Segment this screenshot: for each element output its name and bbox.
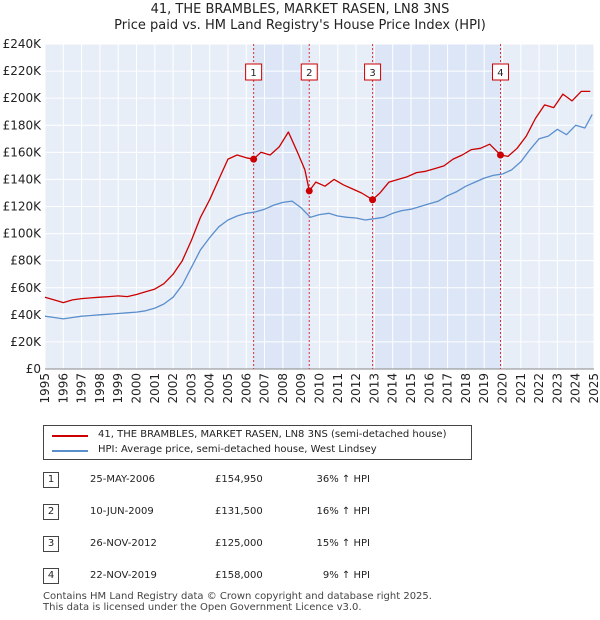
x-tick-label: 2010 [313,373,327,404]
footer: Contains HM Land Registry data © Crown c… [43,591,432,613]
sale-hpi-diff: 15% ↑ HPI [316,538,370,549]
sale-row: 1 25-MAY-2006 £154,950 36% ↑ HPI [0,470,600,490]
x-tick-label: 2000 [130,373,144,404]
x-tick-label: 1995 [38,373,52,404]
sale-date: 26-NOV-2012 [90,538,157,549]
y-tick-label: £100K [3,227,43,241]
sale-point [369,196,377,204]
sale-flag-label: 3 [369,68,375,79]
sale-point [305,187,313,195]
x-tick-label: 1998 [93,373,107,404]
y-tick-label: £220K [3,64,43,78]
hpi-line [44,114,593,320]
x-tick-label: 2015 [404,373,418,404]
x-tick-label: 2007 [258,373,272,404]
footer-copyright: Contains HM Land Registry data © Crown c… [43,591,432,602]
x-tick-label: 2009 [294,373,308,404]
sale-point [250,155,258,163]
y-tick-label: £120K [3,200,43,214]
sale-hpi-diff: 16% ↑ HPI [316,506,370,517]
sale-flag-label: 2 [306,68,312,79]
x-tick-label: 2024 [569,373,583,404]
y-tick-label: £140K [3,172,43,186]
sale-point [496,151,504,159]
sale-price: £131,500 [215,506,263,517]
x-tick-label: 2008 [276,373,290,404]
sale-flag: 2 [300,63,318,81]
sale-price: £125,000 [215,538,263,549]
sale-flag-box [300,63,318,81]
x-tick-label: 2023 [550,373,564,404]
x-tick-label: 2006 [239,373,253,404]
chart-title: 41, THE BRAMBLES, MARKET RASEN, LN8 3NS [150,2,450,17]
x-tick-label: 2002 [166,373,180,404]
y-tick-label: £0 [26,362,41,376]
y-tick-label: £160K [3,145,43,159]
y-tick-label: £40K [10,308,42,322]
y-tick-label: £80K [10,254,42,268]
x-tick-label: 1997 [75,373,89,404]
sale-row: 2 10-JUN-2009 £131,500 16% ↑ HPI [0,502,600,522]
x-tick-label: 2012 [349,373,363,404]
legend-swatch-property [52,435,88,437]
x-tick-label: 2003 [184,373,198,404]
sale-flag: 1 [245,63,263,81]
sale-flag-box [245,63,263,81]
y-tick-label: £240K [3,37,43,51]
sale-date: 10-JUN-2009 [90,506,154,517]
sale-flag-label: 1 [250,68,256,79]
sale-row: 3 26-NOV-2012 £125,000 15% ↑ HPI [0,534,600,554]
legend-label-property: 41, THE BRAMBLES, MARKET RASEN, LN8 3NS … [98,429,447,440]
sale-price: £158,000 [215,570,263,581]
x-tick-label: 2014 [386,373,400,404]
sale-row: 4 22-NOV-2019 £158,000 9% ↑ HPI [0,566,600,586]
y-tick-label: £200K [3,91,43,105]
sale-hpi-diff: 36% ↑ HPI [316,474,370,485]
sale-number-badge: 2 [43,504,59,520]
x-tick-label: 1996 [56,373,70,404]
x-tick-label: 2001 [148,373,162,404]
x-tick-label: 2020 [496,373,510,404]
sale-date: 22-NOV-2019 [90,570,157,581]
x-tick-label: 1999 [111,373,125,404]
price-chart: 1 2 3 4 £0 £20K £40K £60K £80K £100K £120K £140K £1… [3,37,600,404]
footer-licence: This data is licensed under the Open Gov… [43,602,362,613]
sale-flag-box [364,63,382,81]
x-tick-label: 2005 [221,373,235,404]
x-tick-label: 2025 [587,373,600,404]
sale-number-badge: 4 [43,568,59,584]
x-tick-label: 2021 [514,373,528,404]
sale-flag-box [491,63,509,81]
x-tick-label: 2011 [331,373,345,404]
x-tick-label: 2013 [367,373,381,404]
y-tick-label: £180K [3,118,43,132]
x-tick-label: 2016 [422,373,436,404]
sale-date: 25-MAY-2006 [90,474,156,485]
legend-swatch-hpi [52,450,88,452]
x-tick-label: 2018 [459,373,473,404]
y-tick-label: £60K [10,281,42,295]
x-tick-label: 2004 [203,373,217,404]
sale-number-badge: 1 [43,472,59,488]
sale-flag: 4 [491,63,509,81]
chart-subtitle: Price paid vs. HM Land Registry's House … [114,18,486,33]
sale-flag-label: 4 [497,68,503,79]
x-tick-label: 2022 [532,373,546,404]
y-tick-label: £20K [10,335,42,349]
sale-hpi-diff: 9% ↑ HPI [322,570,370,581]
x-tick-label: 2017 [441,373,455,404]
legend-label-hpi: HPI: Average price, semi-detached house,… [98,444,377,455]
x-tick-label: 2019 [477,373,491,404]
sale-price: £154,950 [215,474,263,485]
sale-flag: 3 [364,63,382,81]
sale-number-badge: 3 [43,536,59,552]
legend: 41, THE BRAMBLES, MARKET RASEN, LN8 3NS … [43,425,472,460]
